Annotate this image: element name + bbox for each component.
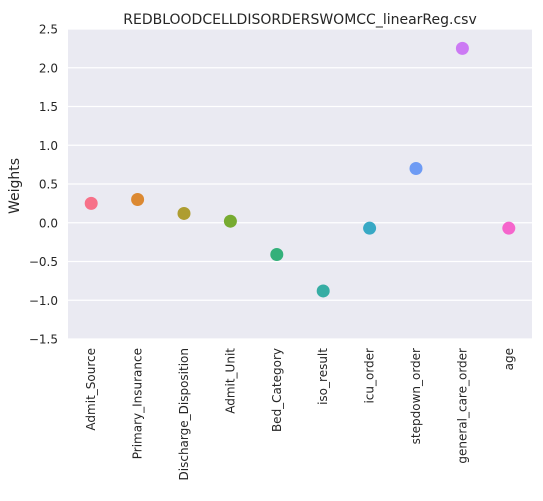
- x-tick-label: stepdown_order: [409, 348, 423, 444]
- data-point-general-care-order: [455, 41, 469, 55]
- x-tick-label: Discharge_Disposition: [177, 348, 191, 480]
- y-tick-label: 2.0: [39, 61, 58, 75]
- x-tick-label: Bed_Category: [270, 348, 284, 432]
- x-tick-labels: Admit_Source Primary_Insurance Discharge_D…: [84, 348, 516, 481]
- data-points: [84, 41, 516, 298]
- y-tick-label: 0.0: [39, 216, 58, 230]
- data-point-admit-source: [84, 196, 98, 210]
- data-point-primary-insurance: [131, 193, 145, 206]
- x-tick-label: general_care_order: [455, 348, 469, 464]
- data-point-admit-unit: [223, 214, 237, 228]
- x-tick-label: icu_order: [363, 348, 377, 404]
- y-tick-label: −0.5: [29, 255, 58, 269]
- x-tick-label: age: [502, 348, 516, 370]
- y-tick-label: −1.0: [29, 294, 58, 308]
- grid-lines: [68, 28, 532, 340]
- x-tick-label: iso_result: [316, 348, 330, 405]
- data-point-iso-result: [316, 284, 330, 298]
- y-tick-label: 2.5: [39, 23, 58, 37]
- data-point-age: [502, 221, 516, 235]
- y-tick-labels: −1.5 −1.0 −0.5 0.0 0.5 1.0 1.5 2.0 2.5: [29, 23, 58, 347]
- y-axis-label: Weights: [7, 158, 23, 214]
- y-tick-label: 1.5: [39, 100, 58, 114]
- y-tick-label: 0.5: [39, 178, 58, 192]
- y-tick-label: 1.0: [39, 139, 58, 153]
- data-point-bed-category: [270, 248, 284, 262]
- x-tick-label: Admit_Unit: [223, 348, 237, 414]
- chart-title: REDBLOODCELLDISORDERSWOMCC_linearReg.csv: [123, 12, 477, 28]
- x-tick-label: Admit_Source: [84, 348, 98, 431]
- y-tick-label: −1.5: [29, 333, 58, 347]
- data-point-stepdown-order: [409, 162, 423, 175]
- data-point-discharge-disposition: [177, 206, 191, 220]
- data-point-icu-order: [363, 221, 377, 235]
- x-tick-label: Primary_Insurance: [131, 348, 145, 459]
